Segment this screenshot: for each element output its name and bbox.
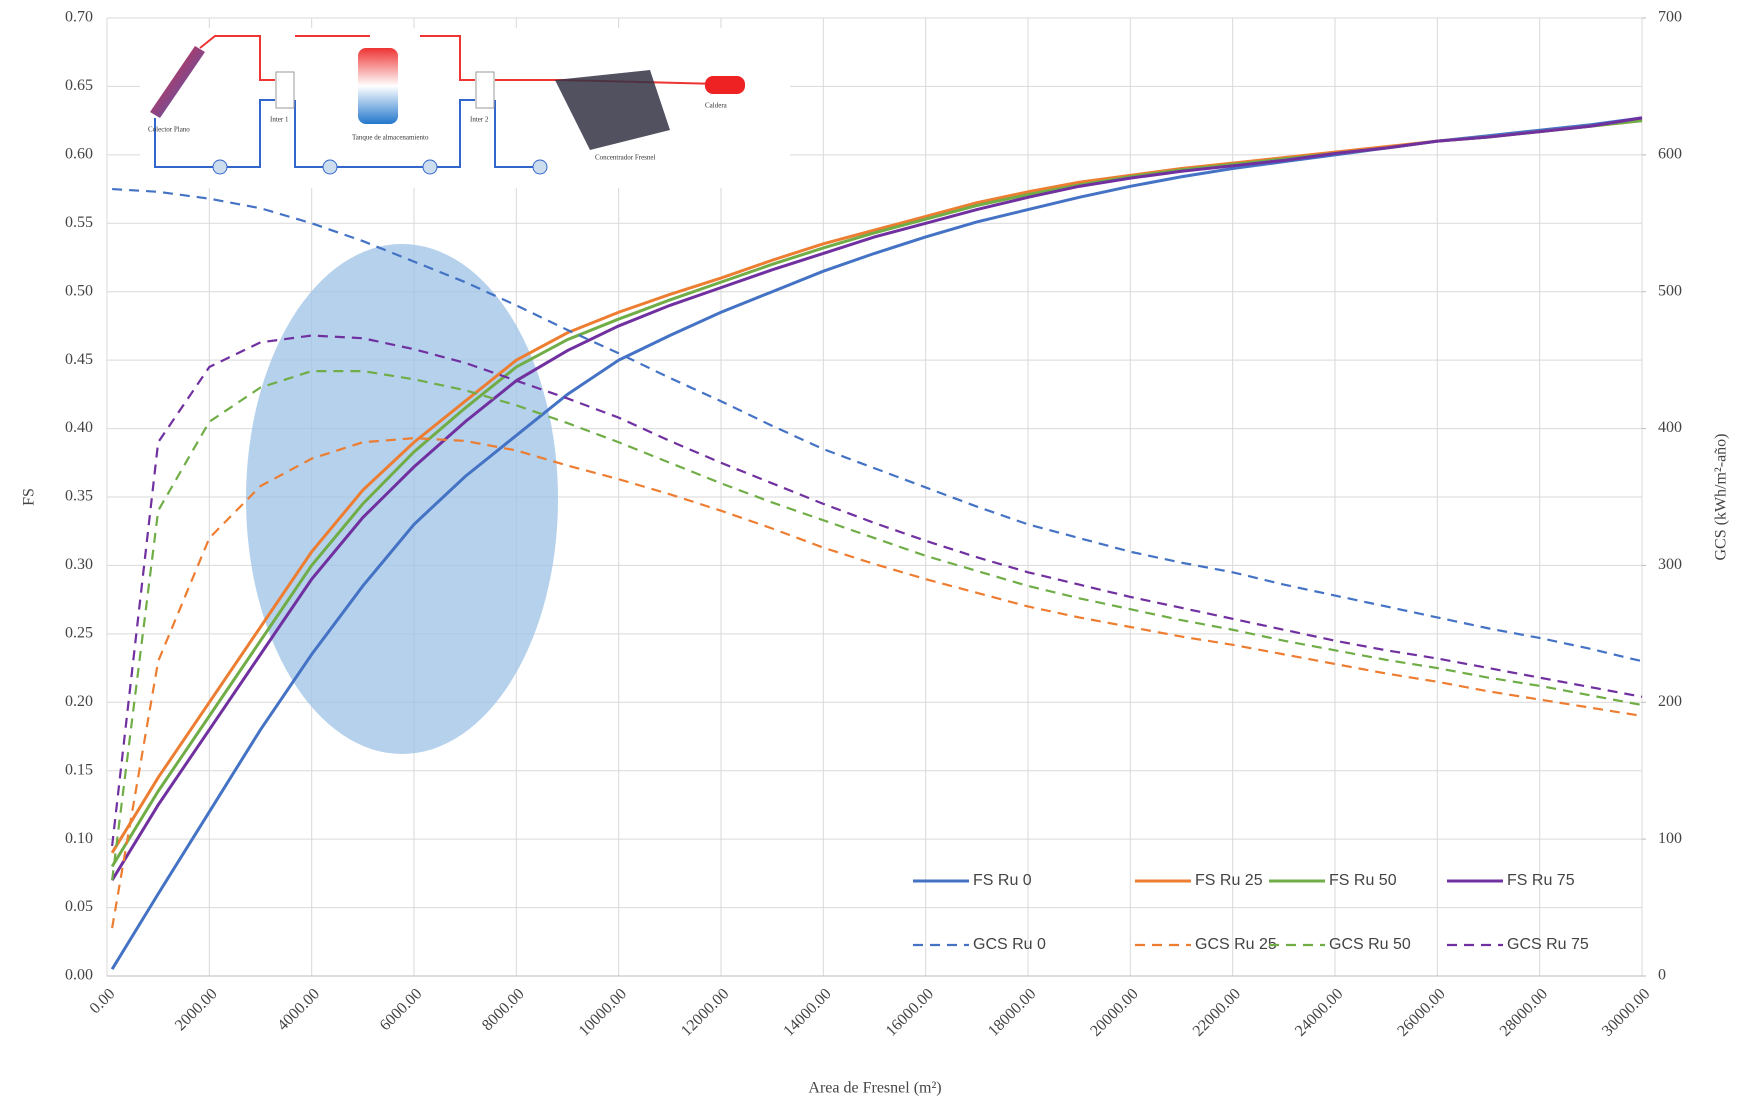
y2-tick-label: 100 xyxy=(1658,830,1682,847)
x-axis-title: Area de Fresnel (m²) xyxy=(808,1080,941,1097)
y2-tick-label: 300 xyxy=(1658,556,1682,573)
legend: FS Ru 0 FS Ru 25 FS Ru 50 FS Ru 75 GCS Ru 0 G… xyxy=(913,872,1589,953)
pump xyxy=(212,159,228,175)
series-line xyxy=(111,369,1643,881)
y-tick-label: 0.25 xyxy=(65,625,93,642)
legend-label: FS Ru 0 xyxy=(973,872,1032,889)
diagram-label: Tanque de almacenamiento xyxy=(352,134,429,142)
legend-label: FS Ru 50 xyxy=(1329,872,1397,889)
y-tick-label: 0.00 xyxy=(65,967,93,984)
diagram-label: Inter 2 xyxy=(470,116,489,124)
series-line xyxy=(110,116,1643,881)
legend-label: FS Ru 75 xyxy=(1507,872,1575,889)
diagram-label: Concentrador Fresnel xyxy=(595,154,656,162)
y2-tick-label: 700 xyxy=(1658,9,1682,26)
y-tick-label: 0.55 xyxy=(65,214,93,231)
y2-tick-label: 500 xyxy=(1658,282,1682,299)
diagram-label: Caldera xyxy=(705,102,728,110)
system-diagram: Colector Plano Inter 1 Tanque de almacen… xyxy=(140,28,790,188)
y2-tick-label: 0 xyxy=(1658,967,1666,984)
legend-label: GCS Ru 25 xyxy=(1195,936,1277,953)
y-tick-label: 0.45 xyxy=(65,351,93,368)
series-line xyxy=(112,187,1643,663)
cold-pipes xyxy=(154,99,545,168)
y-tick-label: 0.20 xyxy=(65,693,93,710)
y-axis-title: FS xyxy=(21,488,38,506)
y-tick-label: 0.30 xyxy=(65,556,93,573)
y-tick-label: 0.50 xyxy=(65,282,93,299)
collector xyxy=(150,46,205,118)
lines xyxy=(110,116,1643,970)
y-tick-label: 0.05 xyxy=(65,898,93,915)
y2-tick-label: 200 xyxy=(1658,693,1682,710)
legend-label: FS Ru 25 xyxy=(1195,872,1263,889)
y-tick-label: 0.70 xyxy=(65,9,93,26)
boiler xyxy=(705,76,745,94)
y-tick-label: 0.40 xyxy=(65,419,93,436)
diagram-label: Colector Plano xyxy=(148,126,190,134)
diagram-bg xyxy=(140,28,790,188)
fresnel xyxy=(555,70,670,150)
exchanger xyxy=(275,71,295,109)
y2-tick-label: 600 xyxy=(1658,146,1682,163)
exchanger xyxy=(475,71,495,109)
y-tick-label: 0.60 xyxy=(65,146,93,163)
y-tick-label: 0.10 xyxy=(65,830,93,847)
legend-label: GCS Ru 75 xyxy=(1507,936,1589,953)
diagram-label: Inter 1 xyxy=(270,116,289,124)
pump xyxy=(532,159,548,175)
highlight-ellipse xyxy=(246,244,558,754)
y2-axis-title: GCS (kWh/m²-año) xyxy=(1713,434,1730,561)
pump xyxy=(422,159,438,175)
legend-label: GCS Ru 0 xyxy=(973,936,1046,953)
pump xyxy=(322,159,338,175)
y-tick-label: 0.65 xyxy=(65,77,93,94)
hot-pipes xyxy=(199,35,721,85)
y-tick-label: 0.35 xyxy=(65,488,93,505)
y-tick-label: 0.15 xyxy=(65,761,93,778)
legend-label: GCS Ru 50 xyxy=(1329,936,1411,953)
y2-tick-label: 400 xyxy=(1658,419,1682,436)
tank xyxy=(358,48,398,124)
